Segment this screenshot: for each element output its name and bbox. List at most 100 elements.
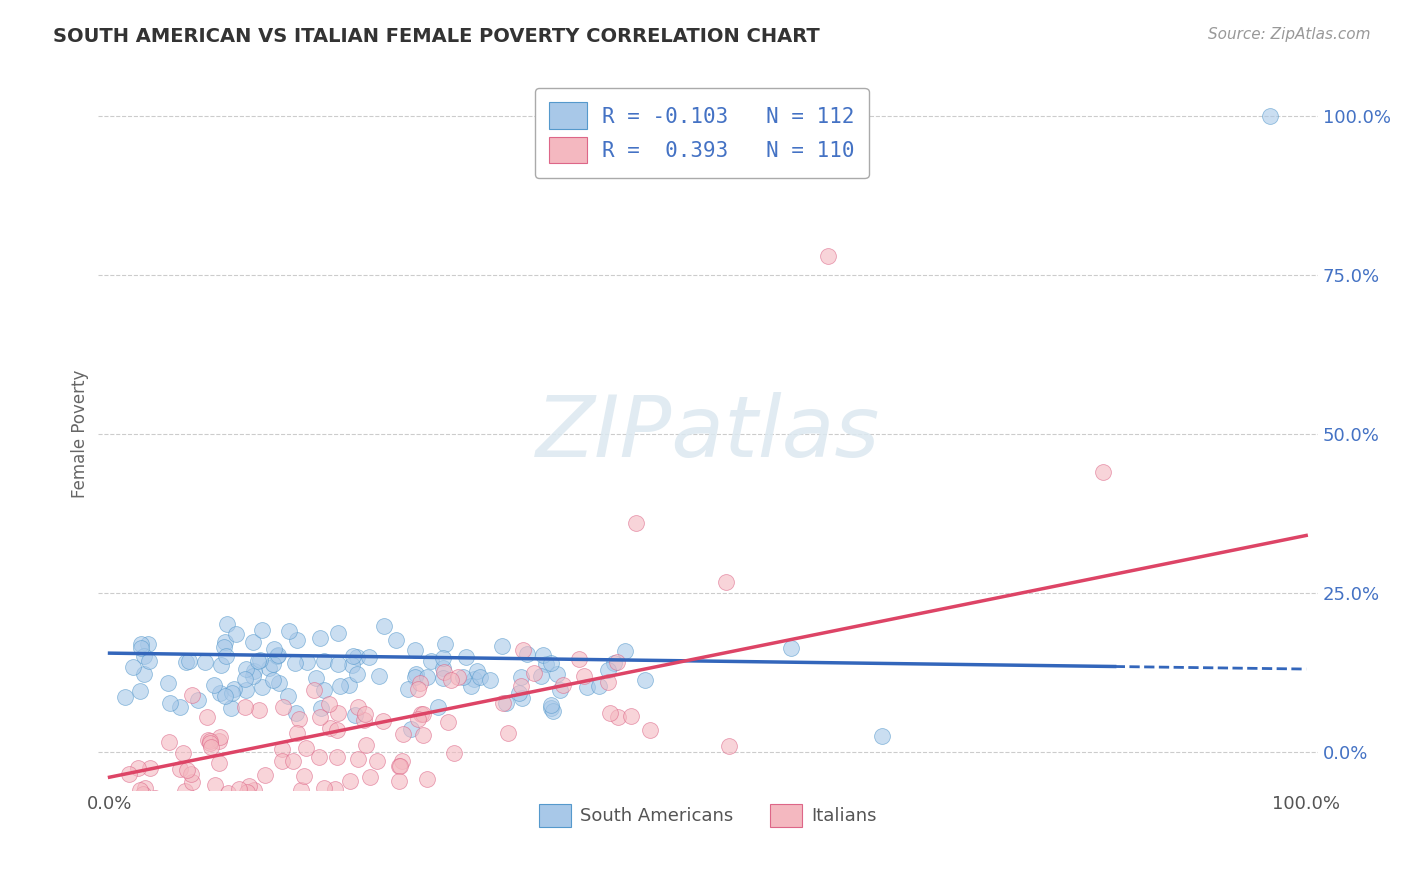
Point — [714, 574, 737, 589]
Point — [250, 624, 273, 638]
Point — [460, 679, 482, 693]
Point — [540, 698, 562, 712]
Point — [870, 729, 893, 743]
Point — [235, 699, 257, 714]
Point — [606, 655, 628, 669]
Point — [371, 714, 394, 728]
Point — [235, 785, 257, 799]
Point — [132, 667, 155, 681]
Point — [717, 739, 740, 753]
Point — [323, 782, 346, 797]
Point — [512, 643, 534, 657]
Point — [399, 722, 422, 736]
Point — [233, 672, 256, 686]
Point — [215, 649, 238, 664]
Point — [165, 796, 187, 810]
Point — [451, 670, 474, 684]
Point — [1091, 465, 1114, 479]
Point — [284, 706, 307, 720]
Y-axis label: Female Poverty: Female Poverty — [72, 369, 89, 498]
Point — [257, 661, 280, 675]
Point — [173, 784, 195, 798]
Point — [204, 778, 226, 792]
Point — [434, 637, 457, 651]
Point — [200, 733, 222, 747]
Point — [437, 714, 460, 729]
Point — [108, 796, 131, 810]
Point — [217, 786, 239, 800]
Point — [262, 673, 284, 687]
Point — [389, 759, 412, 773]
Point — [129, 637, 152, 651]
Point — [278, 796, 301, 810]
Point — [312, 655, 335, 669]
Point — [340, 658, 363, 673]
Point — [314, 781, 336, 796]
Point — [302, 683, 325, 698]
Point — [346, 650, 368, 665]
Point — [523, 666, 546, 681]
Point — [412, 727, 434, 741]
Point — [540, 656, 562, 670]
Point — [238, 779, 260, 793]
Point — [366, 754, 388, 768]
Point — [373, 619, 395, 633]
Point — [368, 669, 391, 683]
Point — [492, 696, 515, 710]
Point — [231, 796, 253, 810]
Point — [247, 703, 270, 717]
Point — [298, 796, 321, 810]
Point — [277, 689, 299, 703]
Point — [326, 706, 349, 721]
Point — [354, 738, 377, 752]
Point — [214, 690, 236, 704]
Point — [235, 662, 257, 676]
Point — [440, 673, 463, 688]
Point — [263, 642, 285, 657]
Point — [551, 678, 574, 692]
Point — [222, 681, 245, 696]
Point — [143, 790, 166, 805]
Point — [339, 796, 361, 810]
Point — [305, 671, 328, 685]
Point — [219, 796, 242, 810]
Point — [284, 656, 307, 670]
Point — [121, 660, 143, 674]
Point — [180, 688, 202, 702]
Point — [271, 741, 294, 756]
Point — [384, 632, 406, 647]
Point — [176, 763, 198, 777]
Point — [634, 673, 657, 688]
Point — [219, 700, 242, 714]
Point — [408, 676, 430, 690]
Point — [309, 701, 332, 715]
Point — [432, 671, 454, 685]
Text: Source: ZipAtlas.com: Source: ZipAtlas.com — [1208, 27, 1371, 42]
Point — [508, 685, 530, 699]
Point — [242, 783, 264, 797]
Point — [596, 663, 619, 677]
Point — [278, 624, 301, 638]
Point — [267, 648, 290, 662]
Point — [287, 726, 309, 740]
Point — [391, 727, 413, 741]
Point — [142, 796, 165, 810]
Point — [118, 767, 141, 781]
Point — [568, 652, 591, 666]
Point — [780, 641, 803, 656]
Point — [495, 696, 517, 710]
Point — [531, 648, 554, 663]
Point — [138, 654, 160, 668]
Point — [129, 684, 152, 698]
Point — [114, 690, 136, 705]
Point — [180, 767, 202, 781]
Point — [157, 735, 180, 749]
Point — [208, 686, 231, 700]
Point — [624, 516, 647, 530]
Point — [638, 723, 661, 737]
Point — [339, 774, 361, 789]
Point — [456, 650, 478, 665]
Point — [479, 673, 502, 687]
Point — [127, 761, 149, 775]
Point — [465, 664, 488, 678]
